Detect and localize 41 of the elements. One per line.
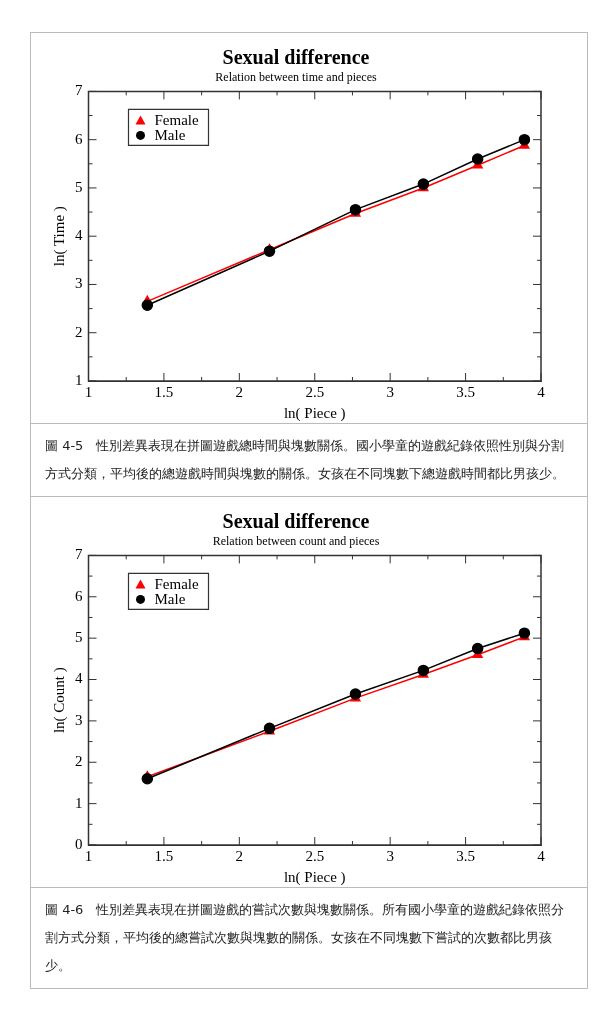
y-tick-label: 3 (75, 711, 83, 728)
x-tick-label: 4 (537, 383, 546, 400)
y-tick-label: 4 (75, 670, 83, 687)
chart-subtitle: Relation between time and pieces (215, 70, 377, 85)
y-tick-label: 6 (75, 587, 83, 604)
x-tick-label: 3 (386, 383, 394, 400)
y-tick-label: 1 (75, 794, 83, 811)
legend-label: Male (154, 127, 186, 144)
x-tick-label: 2.5 (305, 847, 325, 864)
y-tick-label: 0 (75, 835, 83, 852)
x-tick-label: 1.5 (154, 847, 174, 864)
y-tick-label: 7 (75, 82, 83, 99)
y-axis-title: ln( Time ) (50, 206, 68, 267)
y-tick-label: 1 (75, 371, 83, 388)
y-tick-label: 6 (75, 130, 83, 147)
x-axis-title: ln( Piece ) (283, 404, 346, 422)
x-axis-title: ln( Piece ) (283, 868, 346, 886)
x-tick-label: 1.5 (154, 383, 174, 400)
y-tick-label: 7 (75, 546, 83, 563)
chart-title: Sexual difference (222, 510, 370, 533)
y-axis-title: ln( Count ) (50, 667, 68, 734)
y-tick-label: 2 (75, 323, 83, 340)
x-tick-label: 2 (235, 383, 244, 400)
y-tick-label: 3 (75, 275, 83, 292)
x-tick-label: 4 (537, 847, 546, 864)
chart-title: Sexual difference (222, 46, 370, 69)
x-tick-label: 3.5 (456, 383, 475, 400)
y-tick-label: 4 (75, 227, 83, 244)
caption: 圖 4-5 性別差異表現在拼圖遊戲總時間與塊數關係。國小學童的遊戲紀錄依照性別與分割方式分類，平均後的總遊戲時間與塊數的關係。女孩在不同塊數下總遊戲時間都比男孩少。 (31, 423, 587, 496)
chart-subtitle: Relation between count and pieces (212, 534, 380, 549)
legend-label: Male (154, 591, 186, 608)
caption: 圖 4-6 性別差異表現在拼圖遊戲的嘗試次數與塊數關係。所有國小學童的遊戲紀錄依照分割方式分類，平均後的總嘗試次數與塊數的關係。女孩在不同塊數下嘗試的次數都比男孩少。 (31, 887, 587, 988)
y-tick-label: 2 (75, 753, 83, 770)
legend-label: Female (154, 576, 199, 593)
x-tick-label: 3 (386, 847, 394, 864)
legend-label: Female (154, 112, 199, 129)
y-tick-label: 5 (75, 178, 83, 195)
x-tick-label: 2.5 (305, 383, 325, 400)
x-tick-label: 2 (235, 847, 244, 864)
x-tick-label: 3.5 (456, 847, 475, 864)
y-tick-label: 5 (75, 629, 83, 646)
